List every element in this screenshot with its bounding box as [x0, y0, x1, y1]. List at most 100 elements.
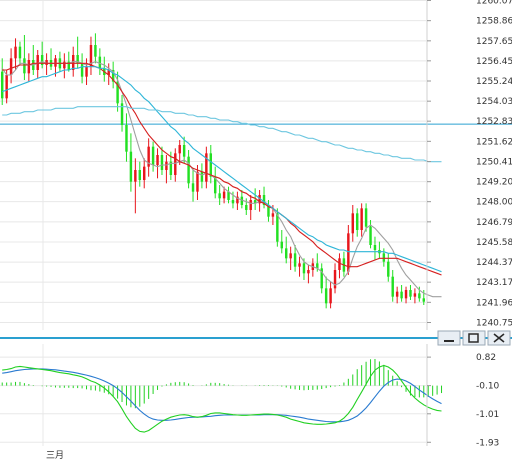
candlestick [298, 256, 301, 277]
price-tick-label: 1249.20 [476, 178, 512, 188]
candle-body [329, 288, 332, 304]
candlestick [253, 188, 257, 210]
candle-body [258, 195, 261, 204]
candle-body [67, 61, 71, 70]
candlestick [333, 263, 337, 294]
macd-axis: 0.82 -0.10 -1.01 -1.93 [426, 344, 500, 448]
candlestick [351, 205, 355, 242]
candlestick [63, 53, 66, 79]
minimize-button-bg [437, 330, 461, 346]
candlestick [178, 140, 181, 165]
candle-body [18, 46, 22, 59]
macd-tick-label: 0.82 [476, 353, 496, 363]
candlestick [324, 276, 328, 309]
main-grid [0, 0, 426, 446]
candlestick [209, 145, 213, 184]
candle-body [138, 170, 142, 180]
candlestick [9, 48, 13, 84]
macd-tick-label: -0.10 [476, 382, 500, 392]
candle-body [391, 276, 394, 297]
candle-body [120, 103, 124, 125]
candlestick [404, 286, 408, 304]
candlestick [5, 70, 8, 104]
candle-body [209, 153, 213, 177]
candle-body [116, 81, 119, 104]
candlestick [289, 246, 292, 270]
candle-body [107, 70, 110, 75]
candlestick [111, 61, 115, 89]
price-axis: 1260.07 1258.86 1257.65 1256.45 1255.24 1254.… [426, 0, 512, 330]
candlestick [165, 155, 168, 184]
candle-body [262, 195, 266, 205]
candle-body [395, 291, 399, 297]
candlestick [0, 58, 4, 105]
candle-body [355, 213, 359, 230]
candlestick [329, 281, 332, 309]
x-axis-label: 三月 [46, 450, 64, 461]
candlestick [200, 163, 204, 189]
candlestick [125, 113, 128, 162]
price-tick-label: 1248.00 [476, 198, 512, 208]
candlestick [422, 290, 426, 305]
candlestick [23, 35, 26, 80]
candlestick [142, 158, 146, 189]
candlestick [267, 200, 270, 222]
minimize-button[interactable] [437, 330, 461, 346]
price-tick-label: 1245.58 [476, 238, 512, 248]
candlestick [262, 186, 266, 209]
candlestick [218, 185, 221, 205]
candle-body [293, 253, 297, 267]
macd-histogram [1, 358, 443, 409]
candle-body [404, 290, 408, 299]
candle-body [89, 45, 93, 67]
candlestick [191, 168, 195, 202]
candlestick [89, 36, 93, 75]
candle-body [14, 46, 17, 59]
price-tick-label: 1240.75 [476, 319, 512, 329]
candle-body [320, 268, 323, 289]
candle-body [156, 155, 159, 165]
candle-body [174, 153, 177, 175]
candlestick [360, 203, 363, 237]
price-tick-label: 1256.45 [476, 57, 512, 67]
candlestick [280, 230, 284, 254]
candle-body [302, 263, 306, 274]
close-button[interactable] [487, 330, 511, 346]
candle-body [169, 161, 173, 175]
candle-body [284, 248, 288, 259]
candlestick [307, 265, 310, 284]
price-tick-label: 1250.41 [476, 158, 512, 168]
candle-body [85, 66, 88, 77]
candle-body [422, 298, 426, 302]
candle-body [245, 205, 248, 210]
macd-tick-label: -1.93 [476, 438, 499, 448]
price-tick-label: 1255.24 [476, 77, 512, 87]
candlestick [364, 203, 368, 232]
restore-button[interactable] [462, 330, 486, 346]
price-tick-label: 1251.62 [476, 137, 512, 147]
restore-button-bg [462, 330, 486, 346]
candle-body [213, 176, 217, 194]
candle-body [129, 151, 133, 182]
macd-dea-line [2, 368, 442, 423]
candle-body [165, 161, 168, 170]
candlestick [413, 288, 417, 304]
candle-body [231, 200, 235, 204]
candlestick [36, 50, 39, 79]
candlestick [98, 48, 102, 75]
candle-body [147, 146, 150, 167]
candle-body [382, 253, 386, 262]
candle-body [200, 171, 204, 182]
candle-body [324, 288, 328, 304]
candlestick [94, 33, 97, 64]
candlestick [196, 165, 199, 200]
candle-body [205, 153, 208, 182]
moving-average-line [2, 62, 442, 276]
candle-body [94, 45, 97, 57]
candle-body [160, 155, 164, 170]
candle-body [125, 125, 128, 152]
candle-body [54, 58, 57, 67]
candlestick [120, 95, 124, 132]
candlestick [138, 161, 142, 187]
candlestick [107, 63, 110, 85]
